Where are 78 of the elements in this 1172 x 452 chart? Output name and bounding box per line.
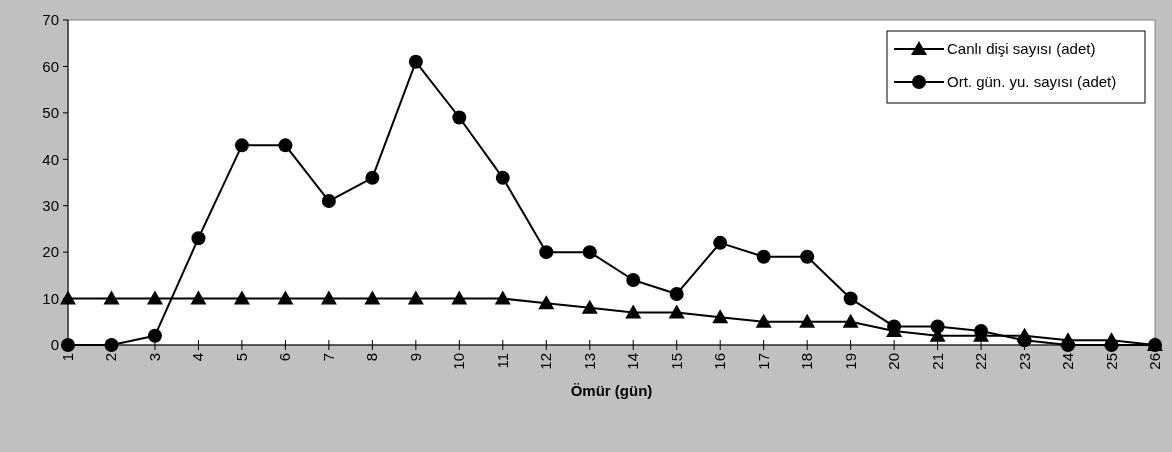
point: [843, 291, 858, 306]
y-tick-label: 50: [42, 104, 59, 122]
x-tick-label: 17: [754, 353, 772, 370]
point: [1060, 332, 1077, 347]
x-tick-label: 13: [580, 353, 598, 370]
x-axis-title: Ömür (gün): [570, 382, 653, 399]
point: [320, 290, 337, 305]
point: [625, 304, 642, 319]
point: [365, 170, 380, 185]
point: [147, 328, 162, 343]
x-tick-label: 4: [189, 353, 207, 362]
y-tick-label: 20: [42, 243, 59, 261]
point: [278, 138, 293, 153]
y-tick-label: 10: [42, 289, 59, 307]
point: [800, 249, 815, 264]
x-tick-label: 5: [232, 353, 250, 362]
point: [799, 313, 816, 328]
x-tick-label: 16: [711, 353, 729, 370]
point: [277, 290, 294, 305]
point: [191, 231, 206, 246]
point: [538, 295, 555, 310]
x-tick-label: 18: [798, 353, 816, 370]
point: [539, 245, 554, 260]
legend-label: Canlı dişi sayısı (adet): [947, 40, 1096, 58]
point: [61, 338, 75, 352]
y-tick-label: 70: [42, 11, 59, 29]
point: [190, 290, 207, 305]
x-tick-label: 20: [885, 353, 903, 370]
y-tick-label: 40: [42, 150, 59, 168]
point: [1016, 327, 1033, 342]
x-tick-label: 23: [1015, 353, 1033, 370]
x-tick-label: 7: [319, 353, 337, 362]
x-tick-label: 22: [972, 353, 990, 370]
point: [146, 290, 163, 305]
x-tick-label: 19: [841, 353, 859, 370]
point: [582, 245, 597, 260]
point: [408, 54, 423, 69]
x-tick-label: 14: [624, 353, 642, 370]
point: [233, 290, 250, 305]
x-tick-label: 8: [363, 353, 381, 362]
x-tick-label: 10: [450, 353, 468, 370]
x-tick-label: 12: [537, 353, 555, 370]
point: [668, 304, 685, 319]
x-tick-label: 11: [493, 353, 511, 369]
x-tick-label: 6: [276, 353, 294, 362]
x-tick-label: 25: [1102, 353, 1120, 370]
point: [494, 290, 511, 305]
point: [321, 194, 336, 209]
y-tick-label: 0: [50, 336, 59, 354]
x-tick-label: 3: [145, 353, 163, 362]
point: [712, 309, 729, 324]
point: [842, 313, 859, 328]
x-tick-label: 15: [667, 353, 685, 370]
legend-label: Ort. gün. yu. sayısı (adet): [947, 73, 1117, 91]
point: [669, 286, 684, 301]
y-tick-label: 60: [42, 57, 59, 75]
point: [451, 290, 468, 305]
x-tick-label: 1: [59, 353, 76, 362]
x-tick-label: 2: [102, 353, 120, 362]
point: [495, 170, 510, 185]
point: [103, 290, 120, 305]
point: [407, 290, 424, 305]
point: [626, 273, 641, 287]
point: [60, 290, 76, 305]
point: [234, 138, 249, 153]
point: [1103, 332, 1120, 347]
x-tick-label: 24: [1059, 353, 1077, 370]
point: [756, 249, 771, 264]
point: [364, 290, 381, 305]
y-tick-label: 30: [42, 196, 59, 214]
x-tick-label: 9: [406, 353, 424, 362]
point: [755, 313, 772, 328]
x-tick-label: 21: [928, 353, 946, 370]
point: [104, 338, 119, 352]
point: [581, 299, 598, 314]
x-tick-label: 26: [1146, 353, 1163, 370]
point: [713, 235, 728, 250]
point: [452, 110, 467, 125]
